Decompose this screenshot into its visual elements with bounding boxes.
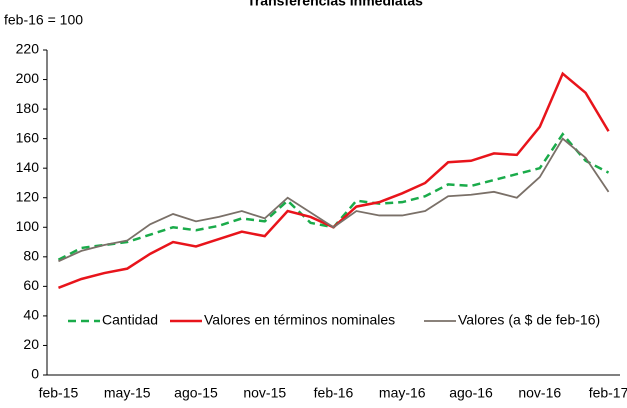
y-tick-label: 160 — [16, 129, 40, 145]
y-tick-label: 120 — [16, 188, 40, 204]
x-tick-label: nov-15 — [243, 385, 286, 401]
legend-label: Cantidad — [102, 312, 158, 328]
x-tick-label: ago-15 — [174, 385, 218, 401]
y-tick-label: 180 — [16, 100, 40, 116]
x-tick-label: feb-17 — [589, 385, 627, 401]
y-tick-label: 220 — [16, 41, 40, 57]
x-tick-label: may-16 — [379, 385, 426, 401]
series-line — [58, 137, 610, 263]
chart-title: Transferencias Inmediatas — [247, 0, 423, 9]
x-tick-label: may-15 — [104, 385, 151, 401]
y-axis-label: feb-16 = 100 — [4, 12, 83, 28]
y-tick-label: 140 — [16, 159, 40, 175]
y-tick-label: 40 — [23, 307, 39, 323]
legend-label: Valores en términos nominales — [204, 312, 395, 328]
x-tick-label: feb-15 — [39, 385, 79, 401]
legend-label: Valores (a $ de feb-16) — [458, 312, 600, 328]
series-line — [57, 132, 610, 261]
y-tick-label: 20 — [23, 336, 39, 352]
y-tick-label: 0 — [31, 366, 39, 382]
y-tick-label: 80 — [23, 248, 39, 264]
series-line — [58, 71, 610, 290]
y-tick-label: 100 — [16, 218, 40, 234]
y-tick-label: 60 — [23, 277, 39, 293]
x-tick-label: nov-16 — [518, 385, 561, 401]
x-tick-label: ago-16 — [449, 385, 493, 401]
y-tick-label: 200 — [16, 70, 40, 86]
x-tick-label: feb-16 — [314, 385, 354, 401]
